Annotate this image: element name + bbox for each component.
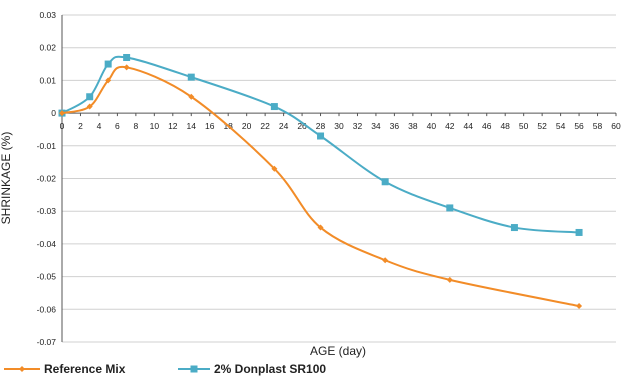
grid-lines (62, 14, 616, 343)
y-tick-label: -0.07 (37, 337, 57, 347)
data-point (271, 165, 278, 172)
legend-label: Reference Mix (44, 362, 126, 376)
y-tick-label: 0.03 (39, 10, 56, 20)
x-tick-labels: 0 2 4 6 8 10 12 14 16 18 20 22 24 26 28 30 32 34 36 38 40 42 4… (60, 121, 621, 131)
data-point (59, 110, 65, 117)
x-tick-label: 36 (390, 121, 400, 131)
y-tick-label: -0.05 (37, 272, 57, 282)
x-tick-label: 10 (150, 121, 160, 131)
x-tick-label: 4 (97, 121, 102, 131)
x-axis-title: AGE (day) (310, 344, 366, 358)
data-point (187, 73, 195, 81)
x-tick-label: 0 (60, 121, 65, 131)
data-point (317, 132, 325, 140)
series-line (61, 55, 580, 234)
legend-swatch-marker (190, 365, 198, 373)
x-tick-label: 24 (279, 121, 289, 131)
data-point (105, 77, 112, 84)
data-point (510, 224, 518, 232)
x-tick-label: 14 (187, 121, 197, 131)
data-point (446, 276, 453, 283)
x-tick-label: 56 (574, 121, 584, 131)
y-tick-label: 0 (51, 108, 56, 118)
data-point (123, 54, 131, 62)
data-point (382, 257, 389, 264)
legend-item-reference-mix: Reference Mix (4, 362, 126, 376)
x-tick-label: 20 (242, 121, 252, 131)
y-tick-label: -0.06 (37, 304, 57, 314)
x-tick-label: 8 (133, 121, 138, 131)
x-tick-label: 54 (556, 121, 566, 131)
x-tick-label: 44 (464, 121, 474, 131)
legend: Reference Mix 2% Donplast SR100 (4, 362, 326, 376)
x-tick-label: 38 (408, 121, 418, 131)
data-point (575, 228, 583, 236)
y-tick-label: -0.02 (37, 174, 57, 184)
y-tick-label: 0.01 (39, 75, 56, 85)
x-tick-label: 52 (537, 121, 547, 131)
x-tick-label: 26 (297, 121, 307, 131)
y-axis-title: SHRINKAGE (%) (0, 132, 13, 225)
data-point (188, 93, 195, 100)
x-tick-label: 30 (334, 121, 344, 131)
data-point (317, 224, 324, 231)
x-tick-label: 6 (115, 121, 120, 131)
legend-label: 2% Donplast SR100 (214, 362, 326, 376)
y-tick-label: -0.01 (37, 141, 57, 151)
y-tick-label: 0.02 (39, 43, 56, 53)
x-tick-label: 60 (611, 121, 621, 131)
y-tick-labels: 0.03 0.02 0.01 0 -0.01 -0.02 -0.03 -0.04 -0.05 -0… (37, 10, 57, 347)
series-line (61, 65, 580, 308)
x-tick-label: 42 (445, 121, 455, 131)
data-point (86, 93, 94, 101)
data-point (576, 303, 583, 310)
data-series (58, 54, 583, 310)
x-tick-label: 16 (205, 121, 215, 131)
legend-swatch-marker (19, 366, 25, 372)
y-tick-label: -0.03 (37, 206, 57, 216)
x-tick-label: 28 (316, 121, 326, 131)
x-tick-label: 40 (427, 121, 437, 131)
data-point (446, 204, 454, 212)
y-tick-label: -0.04 (37, 239, 57, 249)
data-point (270, 103, 278, 111)
x-tick-label: 34 (371, 121, 381, 131)
x-tick-label: 12 (168, 121, 178, 131)
legend-item-donplast: 2% Donplast SR100 (178, 362, 326, 376)
data-point (381, 178, 389, 186)
x-tick-label: 22 (260, 121, 270, 131)
x-tick-label: 46 (482, 121, 492, 131)
x-tick-label: 32 (353, 121, 363, 131)
data-point (86, 103, 93, 110)
x-tick-label: 50 (519, 121, 529, 131)
data-point (123, 64, 130, 71)
x-tick-label: 2 (78, 121, 83, 131)
x-tick-label: 48 (500, 121, 510, 131)
data-point (104, 60, 112, 68)
x-tick-label: 58 (593, 121, 603, 131)
